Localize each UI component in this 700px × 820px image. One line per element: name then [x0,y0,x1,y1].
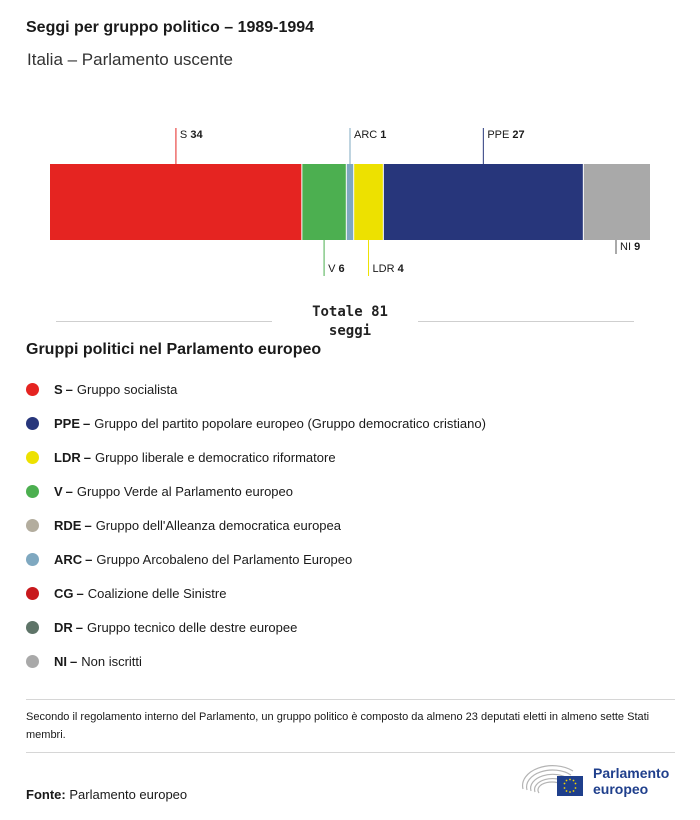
stacked-bar-chart: S 34 V 6 ARC 1 LDR 4 PPE 27 NI 9 [50,128,650,276]
legend-name: Coalizione delle Sinistre [87,585,227,601]
legend-item-ni: NI – Non iscritti [26,644,486,678]
data-label-ppe: PPE 27 [487,129,524,141]
legend-item-v: V – Gruppo Verde al Parlamento europeo [26,474,486,508]
source: Fonte: Parlamento europeo [26,787,187,802]
legend-swatch [26,654,39,668]
data-label-arc: ARC 1 [354,129,386,141]
legend-swatch [26,586,39,600]
legend-name: Gruppo Verde al Parlamento europeo [76,483,293,499]
legend-code: ARC [54,551,83,567]
total-seats-line2: seggi [328,323,372,339]
legend-item-rde: RDE – Gruppo dell'Alleanza democratica eur… [26,508,486,542]
legend-swatch [26,518,39,532]
legend-name: Gruppo liberale e democratico riformator… [94,449,336,465]
legend-separator: – [65,381,73,397]
legend-name: Gruppo dell'Alleanza democratica europea [95,517,341,533]
legend-swatch [26,552,39,566]
legend-name: Gruppo del partito popolare europeo (Gru… [94,415,486,431]
legend-swatch [26,416,39,430]
legend-separator: – [75,619,84,635]
legend-separator: – [83,415,91,431]
footnote: Secondo il regolamento interno del Parla… [26,711,650,741]
source-label: Fonte: [26,787,66,802]
total-seats: Totale 81 seggi [275,303,425,341]
note-rule-bottom [26,752,675,753]
legend-swatch [26,450,39,464]
legend-separator: – [85,551,93,567]
data-label-s: S 34 [180,129,204,141]
legend-swatch [26,620,39,634]
legend-code: PPE [54,415,81,431]
legend-code: CG [54,585,74,601]
data-label-ldr: LDR 4 [373,263,405,275]
legend-name: Gruppo socialista [76,381,178,397]
legend-swatch [26,382,39,396]
legend-code: S [54,381,63,397]
legend-item-s: S – Gruppo socialista [26,372,486,406]
total-divider-left [56,321,272,322]
bar-segment-v [301,164,347,240]
legend: S – Gruppo socialista PPE – Gruppo del partit… [26,372,486,678]
data-label-v: V 6 [328,263,345,275]
chart-subtitle: Italia – Parlamento uscente [27,50,234,69]
bar-segment-ni [583,164,650,240]
legend-separator: – [83,449,91,465]
legend-code: DR [54,619,73,635]
ep-logo: Parlamento europeo [521,763,669,799]
bar-segment-ppe [383,164,584,240]
legend-separator: – [76,585,84,601]
legend-item-cg: CG – Coalizione delle Sinistre [26,576,486,610]
legend-item-dr: DR – Gruppo tecnico delle destre europee [26,610,486,644]
bar-segment-arc [346,164,354,240]
eu-flag-hemicycle-icon [521,765,583,796]
logo-line2: europeo [593,781,649,797]
legend-name: Non iscritti [81,653,142,669]
legend-item-arc: ARC – Gruppo Arcobaleno del Parlamento Eur… [26,542,486,576]
legend-code: RDE [54,517,82,533]
total-seats-line1: Totale 81 [312,304,388,320]
legend-code: V [54,483,63,499]
legend-item-ldr: LDR – Gruppo liberale e democratico riform… [26,440,486,474]
chart-title: Seggi per gruppo politico – 1989-1994 [26,19,315,36]
total-divider-right [418,321,634,322]
legend-name: Gruppo Arcobaleno del Parlamento Europeo [96,551,353,567]
data-label-ni: NI 9 [620,241,640,253]
bar-segment-ldr [353,164,384,240]
note-rule-top [26,699,675,700]
legend-separator: – [84,517,92,533]
legend-separator: – [70,653,78,669]
legend-swatch [26,484,39,498]
logo-line1: Parlamento [593,765,670,781]
legend-separator: – [65,483,73,499]
legend-name: Gruppo tecnico delle destre europee [87,619,298,635]
legend-code: NI [54,653,67,669]
source-value: Parlamento europeo [69,787,188,802]
legend-code: LDR [54,449,81,465]
bar-segment-s [50,164,302,240]
legend-title: Gruppi politici nel Parlamento europeo [26,341,322,358]
legend-item-ppe: PPE – Gruppo del partito popolare europeo … [26,406,486,440]
